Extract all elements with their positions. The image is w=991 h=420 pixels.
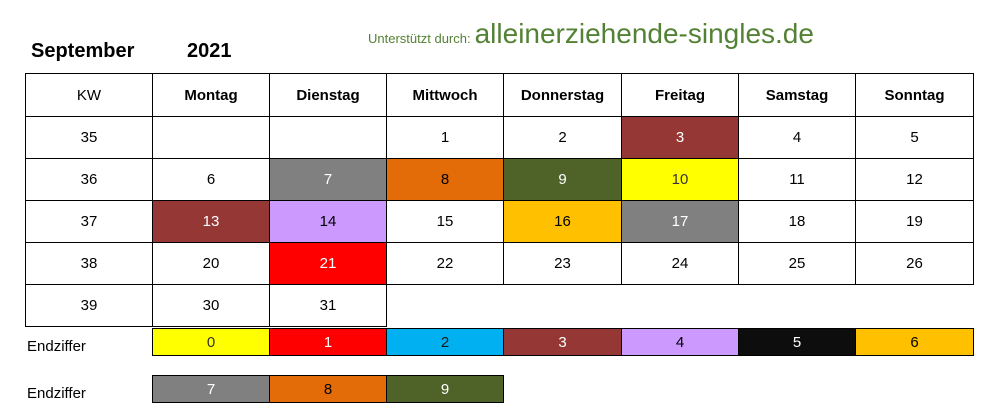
day-cell[interactable]: 12 bbox=[855, 158, 974, 201]
day-cell[interactable]: 19 bbox=[855, 200, 974, 243]
empty-day-cell bbox=[152, 116, 270, 159]
legend-swatch: 6 bbox=[855, 328, 974, 356]
legend-label: Endziffer bbox=[27, 385, 86, 402]
day-cell[interactable]: 16 bbox=[503, 200, 622, 243]
year-title: 2021 bbox=[187, 40, 232, 62]
day-cell[interactable]: 13 bbox=[152, 200, 270, 243]
day-cell[interactable]: 3 bbox=[621, 116, 739, 159]
day-cell[interactable]: 5 bbox=[855, 116, 974, 159]
day-cell[interactable]: 11 bbox=[738, 158, 856, 201]
legend-swatch: 1 bbox=[269, 328, 387, 356]
day-cell[interactable]: 26 bbox=[855, 242, 974, 285]
legend-label: Endziffer bbox=[27, 338, 86, 355]
month-title: September bbox=[31, 40, 135, 62]
empty-day-cell bbox=[269, 116, 387, 159]
day-header-mittwoch: Mittwoch bbox=[386, 73, 504, 117]
day-cell[interactable]: 18 bbox=[738, 200, 856, 243]
day-cell[interactable]: 21 bbox=[269, 242, 387, 285]
day-cell[interactable]: 25 bbox=[738, 242, 856, 285]
legend-swatch: 5 bbox=[738, 328, 856, 356]
day-header-freitag: Freitag bbox=[621, 73, 739, 117]
legend-swatch: 2 bbox=[386, 328, 504, 356]
day-cell[interactable]: 8 bbox=[386, 158, 504, 201]
week-number: 35 bbox=[25, 116, 153, 159]
day-header-montag: Montag bbox=[152, 73, 270, 117]
week-number: 36 bbox=[25, 158, 153, 201]
day-cell[interactable]: 15 bbox=[386, 200, 504, 243]
day-cell[interactable]: 14 bbox=[269, 200, 387, 243]
sponsor-prefix: Unterstützt durch: bbox=[368, 31, 471, 46]
week-number: 38 bbox=[25, 242, 153, 285]
week-number: 37 bbox=[25, 200, 153, 243]
day-cell[interactable]: 24 bbox=[621, 242, 739, 285]
day-header-donnerstag: Donnerstag bbox=[503, 73, 622, 117]
day-cell[interactable]: 30 bbox=[152, 284, 270, 327]
day-cell[interactable]: 20 bbox=[152, 242, 270, 285]
legend-swatch: 0 bbox=[152, 328, 270, 356]
legend-swatch: 4 bbox=[621, 328, 739, 356]
day-cell[interactable]: 7 bbox=[269, 158, 387, 201]
kw-header: KW bbox=[25, 73, 153, 117]
legend-swatch: 9 bbox=[386, 375, 504, 403]
day-header-samstag: Samstag bbox=[738, 73, 856, 117]
day-cell[interactable]: 31 bbox=[269, 284, 387, 327]
sponsor-line: Unterstützt durch: alleinerziehende-singl… bbox=[368, 18, 814, 50]
day-cell[interactable]: 22 bbox=[386, 242, 504, 285]
day-header-sonntag: Sonntag bbox=[855, 73, 974, 117]
legend-swatch: 8 bbox=[269, 375, 387, 403]
day-cell[interactable]: 23 bbox=[503, 242, 622, 285]
day-cell[interactable]: 4 bbox=[738, 116, 856, 159]
week-number: 39 bbox=[25, 284, 153, 327]
legend-swatch: 7 bbox=[152, 375, 270, 403]
sponsor-site-link[interactable]: alleinerziehende-singles.de bbox=[474, 18, 814, 49]
day-cell[interactable]: 1 bbox=[386, 116, 504, 159]
day-cell[interactable]: 2 bbox=[503, 116, 622, 159]
day-cell[interactable]: 9 bbox=[503, 158, 622, 201]
day-cell[interactable]: 10 bbox=[621, 158, 739, 201]
legend-swatch: 3 bbox=[503, 328, 622, 356]
day-cell[interactable]: 6 bbox=[152, 158, 270, 201]
day-cell[interactable]: 17 bbox=[621, 200, 739, 243]
day-header-dienstag: Dienstag bbox=[269, 73, 387, 117]
